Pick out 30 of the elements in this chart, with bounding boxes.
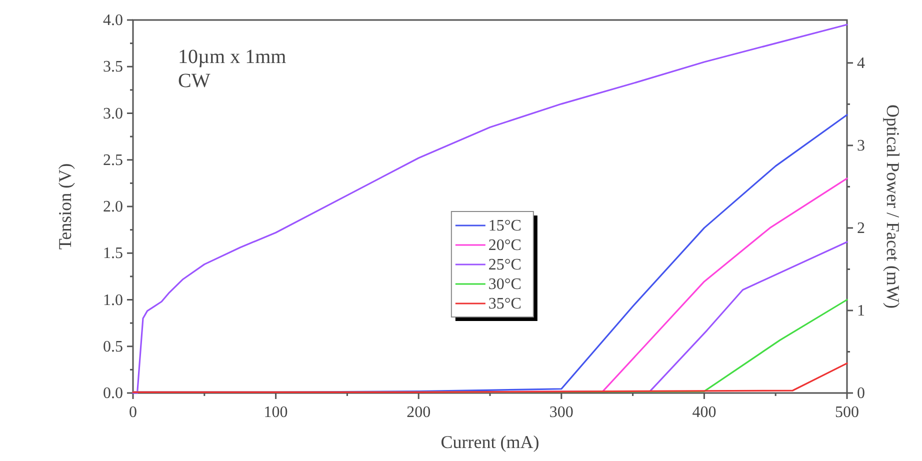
annotation: 10µm x 1mm xyxy=(178,46,287,68)
x-axis-title: Current (mA) xyxy=(440,432,540,452)
y2-axis-title: Optical Power / Facet (mW) xyxy=(883,104,903,308)
legend-label: 30°C xyxy=(488,276,522,293)
legend-label: 25°C xyxy=(488,256,522,274)
legend-label: 20°C xyxy=(488,237,522,254)
y-tick-label: 3.5 xyxy=(103,58,123,76)
x-tick-label: 200 xyxy=(406,404,431,421)
y2-tick-label: 1 xyxy=(857,302,865,320)
x-tick-label: 300 xyxy=(549,404,574,421)
y-tick-label: 1.0 xyxy=(103,292,123,309)
y-tick-label: 2.5 xyxy=(103,152,123,169)
legend-label: 35°C xyxy=(488,296,522,312)
y2-tick-label: 0 xyxy=(857,385,865,402)
x-tick-label: 500 xyxy=(835,404,859,421)
y2-tick-label: 3 xyxy=(857,137,865,154)
y-tick-label: 1.5 xyxy=(103,245,123,262)
y-tick-label: 2.0 xyxy=(103,198,123,216)
y-tick-label: 0.5 xyxy=(103,338,123,356)
x-tick-label: 0 xyxy=(129,404,137,421)
x-tick-label: 400 xyxy=(692,404,716,421)
annotation: CW xyxy=(178,70,210,92)
y2-tick-label: 4 xyxy=(857,54,865,72)
y-tick-label: 0.0 xyxy=(103,385,123,402)
y-tick-label: 3.0 xyxy=(103,105,123,122)
x-tick-label: 100 xyxy=(264,404,288,421)
y2-tick-label: 2 xyxy=(857,220,865,237)
y-axis-title: Tension (V) xyxy=(55,163,75,250)
y-tick-label: 4.0 xyxy=(103,12,123,29)
legend-label: 15°C xyxy=(488,218,522,234)
